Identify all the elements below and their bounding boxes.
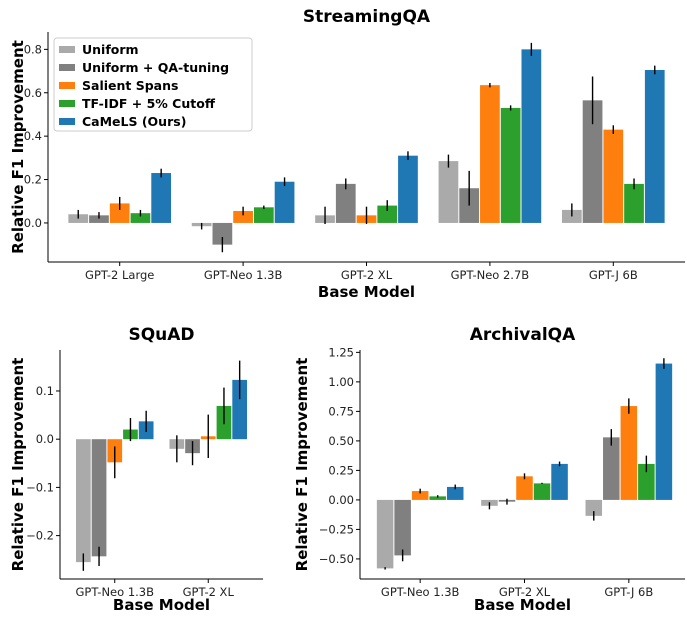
- x-tick-label: GPT-J 6B: [604, 585, 653, 599]
- bar: [335, 183, 356, 223]
- bar: [376, 499, 394, 569]
- chart-streamingqa: StreamingQA Relative F1 Improvement Base M…: [9, 7, 685, 301]
- legend-label: TF-IDF + 5% Cutoff: [82, 96, 216, 111]
- legend-swatch: [59, 100, 75, 107]
- bar: [438, 161, 459, 223]
- y-tick-label: 0.4: [24, 129, 42, 143]
- bar: [232, 379, 248, 440]
- bar: [533, 483, 551, 500]
- legend: Uniform Uniform + QA-tuning Salient Spans T…: [53, 37, 253, 132]
- x-axis-label: Base Model: [113, 596, 210, 614]
- bar: [551, 463, 568, 500]
- bar: [233, 211, 253, 223]
- x-tick-label: GPT-Neo 1.3B: [381, 585, 460, 599]
- bar: [151, 173, 172, 223]
- y-tick-label: 1.00: [328, 375, 354, 389]
- chart-archivalqa: ArchivalQA Relative F1 Improvement Base Mo…: [293, 325, 685, 614]
- y-axis-label: Relative F1 Improvement: [293, 358, 311, 572]
- legend-swatch: [59, 118, 75, 125]
- y-tick-label: 0.0: [36, 432, 54, 446]
- bar: [130, 213, 151, 223]
- chart-title: ArchivalQA: [470, 325, 576, 345]
- bar: [603, 129, 624, 223]
- y-axis-label: Relative F1 Improvement: [9, 358, 27, 572]
- y-tick-label: 0.0: [24, 216, 42, 230]
- legend-frame: [53, 37, 253, 132]
- bar: [500, 107, 521, 223]
- bar: [411, 491, 429, 500]
- y-tick-label: −0.1: [26, 480, 54, 494]
- bar: [274, 181, 295, 223]
- x-tick-label: GPT-2 Large: [85, 268, 154, 282]
- bar: [582, 100, 603, 223]
- bar: [429, 496, 446, 500]
- bar: [89, 215, 109, 223]
- bar: [91, 439, 107, 557]
- legend-label: Uniform + QA-tuning: [82, 60, 229, 75]
- legend-swatch: [59, 46, 75, 53]
- bar: [480, 85, 500, 223]
- y-tick-label: 0.75: [328, 404, 354, 418]
- y-tick-label: 0.8: [24, 42, 42, 56]
- x-axis-label: Base Model: [318, 283, 415, 301]
- bar: [521, 49, 542, 223]
- bar: [603, 437, 620, 500]
- legend-label: CaMeLS (Ours): [82, 114, 186, 129]
- y-tick-label: −0.25: [319, 522, 354, 536]
- bar: [516, 476, 533, 500]
- y-tick-label: 0.25: [328, 463, 354, 477]
- x-tick-label: GPT-Neo 2.7B: [451, 268, 530, 282]
- x-axis-label: Base Model: [474, 596, 571, 614]
- bar: [253, 207, 274, 223]
- x-tick-label: GPT-2 XL: [341, 268, 393, 282]
- x-tick-label: GPT-2 XL: [499, 585, 551, 599]
- bar: [644, 69, 665, 223]
- bar: [398, 155, 418, 223]
- y-tick-label: 1.25: [328, 345, 354, 359]
- chart-squad: SQuAD Relative F1 Improvement Base Model −0…: [9, 325, 263, 614]
- chart-title: SQuAD: [128, 325, 194, 345]
- y-axis-label: Relative F1 Improvement: [9, 40, 27, 254]
- bar: [446, 486, 464, 500]
- y-tick-label: 0.2: [24, 173, 42, 187]
- x-tick-label: GPT-Neo 1.3B: [204, 268, 283, 282]
- bar: [585, 499, 603, 516]
- bar: [212, 222, 233, 245]
- legend-label: Salient Spans: [82, 78, 178, 93]
- legend-label: Uniform: [82, 42, 139, 57]
- legend-swatch: [59, 82, 75, 89]
- bar: [620, 406, 638, 500]
- x-tick-label: GPT-J 6B: [589, 268, 638, 282]
- y-tick-label: −0.2: [26, 529, 54, 543]
- chart-title: StreamingQA: [303, 7, 431, 27]
- y-tick-label: 0.00: [328, 493, 354, 507]
- bar: [624, 183, 644, 223]
- y-tick-label: 0.50: [328, 434, 354, 448]
- y-tick-label: 0.1: [36, 384, 54, 398]
- x-tick-label: GPT-2 XL: [183, 585, 235, 599]
- bar: [655, 363, 673, 500]
- x-tick-label: GPT-Neo 1.3B: [75, 585, 154, 599]
- bar: [638, 463, 655, 500]
- y-tick-label: 0.6: [24, 86, 42, 100]
- bar: [75, 439, 91, 563]
- bar: [377, 205, 398, 223]
- bar: [109, 203, 130, 223]
- legend-swatch: [59, 64, 75, 71]
- y-tick-label: −0.50: [319, 552, 354, 566]
- bar: [394, 499, 411, 556]
